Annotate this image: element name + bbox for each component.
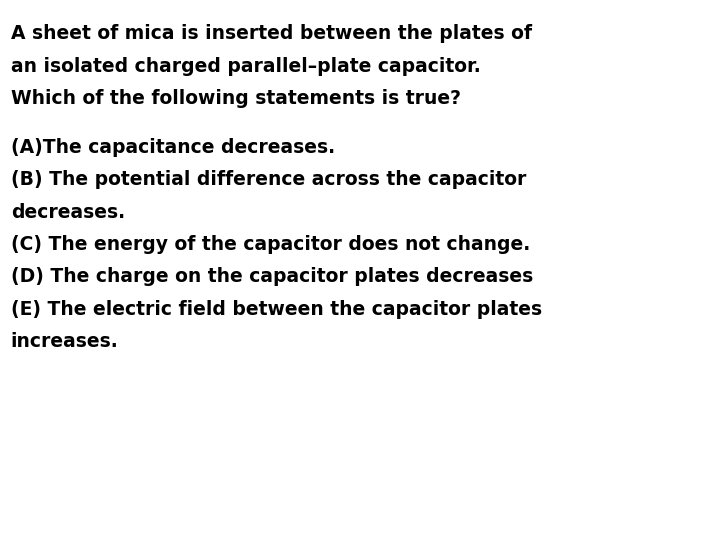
Text: (D) The charge on the capacitor plates decreases: (D) The charge on the capacitor plates d…: [11, 267, 533, 286]
Text: an isolated charged parallel–plate capacitor.: an isolated charged parallel–plate capac…: [11, 57, 480, 76]
Text: (C) The energy of the capacitor does not change.: (C) The energy of the capacitor does not…: [11, 235, 530, 254]
Text: (E) The electric field between the capacitor plates: (E) The electric field between the capac…: [11, 300, 542, 319]
Text: A sheet of mica is inserted between the plates of: A sheet of mica is inserted between the …: [11, 24, 532, 43]
Text: Which of the following statements is true?: Which of the following statements is tru…: [11, 89, 461, 108]
Text: decreases.: decreases.: [11, 202, 125, 221]
Text: (A)The capacitance decreases.: (A)The capacitance decreases.: [11, 138, 335, 157]
Text: increases.: increases.: [11, 332, 119, 351]
Text: (B) The potential difference across the capacitor: (B) The potential difference across the …: [11, 170, 526, 189]
